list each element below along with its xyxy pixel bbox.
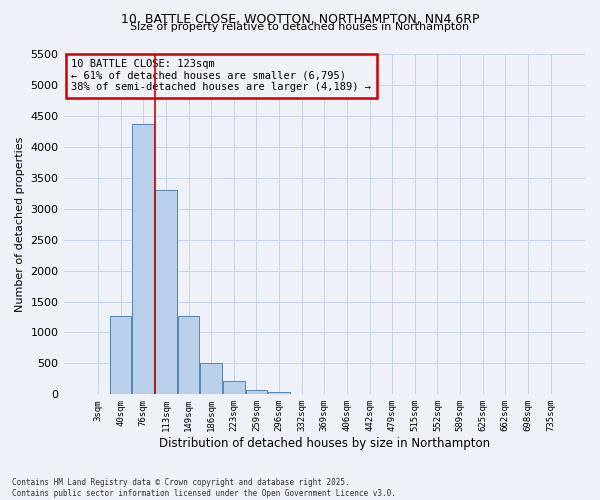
Bar <box>200 364 222 394</box>
Bar <box>268 392 290 394</box>
Bar <box>133 124 154 394</box>
Bar <box>155 190 176 394</box>
Bar <box>223 380 245 394</box>
X-axis label: Distribution of detached houses by size in Northampton: Distribution of detached houses by size … <box>159 437 490 450</box>
Text: Size of property relative to detached houses in Northampton: Size of property relative to detached ho… <box>130 22 470 32</box>
Y-axis label: Number of detached properties: Number of detached properties <box>15 136 25 312</box>
Bar <box>178 316 199 394</box>
Text: 10 BATTLE CLOSE: 123sqm
← 61% of detached houses are smaller (6,795)
38% of semi: 10 BATTLE CLOSE: 123sqm ← 61% of detache… <box>71 59 371 92</box>
Text: 10, BATTLE CLOSE, WOOTTON, NORTHAMPTON, NN4 6RP: 10, BATTLE CLOSE, WOOTTON, NORTHAMPTON, … <box>121 12 479 26</box>
Text: Contains HM Land Registry data © Crown copyright and database right 2025.
Contai: Contains HM Land Registry data © Crown c… <box>12 478 396 498</box>
Bar <box>110 316 131 394</box>
Bar <box>245 390 267 394</box>
